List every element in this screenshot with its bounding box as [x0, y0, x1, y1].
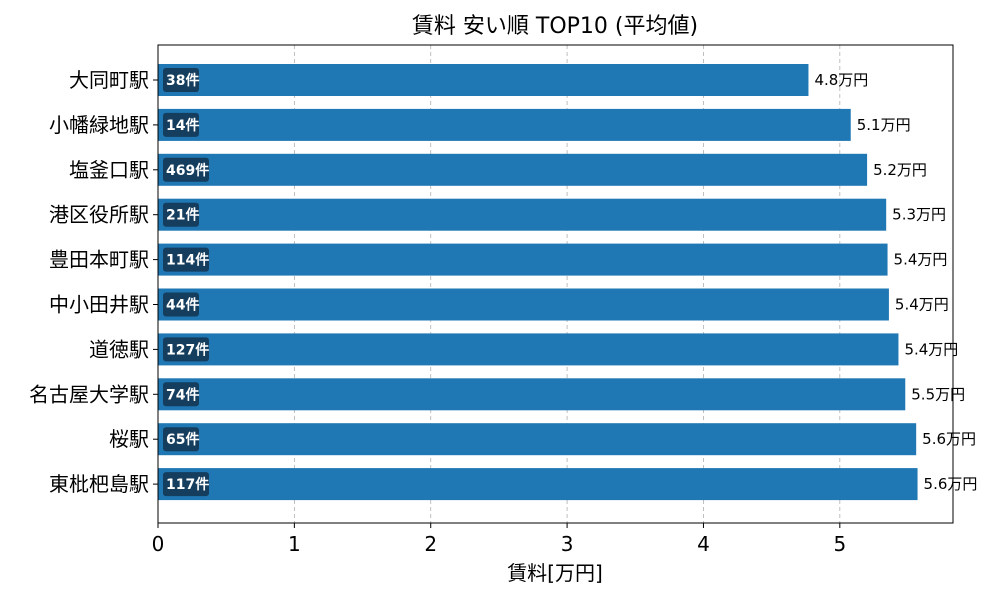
bar-value-label: 5.6万円 — [924, 475, 978, 493]
y-category-label: 名古屋大学駅 — [29, 382, 149, 406]
bar — [158, 64, 809, 96]
bar-value-label: 4.8万円 — [814, 71, 868, 89]
count-badge — [163, 292, 199, 317]
x-tick-label: 5 — [833, 532, 846, 556]
x-tick-label: 0 — [152, 532, 165, 556]
bar-value-label: 5.4万円 — [904, 340, 958, 358]
x-tick-label: 4 — [697, 532, 710, 556]
count-badge — [163, 112, 199, 137]
bar-value-label: 5.4万円 — [895, 296, 949, 314]
count-badge — [163, 202, 199, 227]
count-badge-label: 114件 — [166, 252, 209, 269]
y-category-label: 小幡緑地駅 — [49, 113, 149, 137]
bar — [158, 243, 888, 276]
count-badge — [163, 427, 199, 452]
y-category-label: 大同町駅 — [69, 68, 149, 92]
count-badge-label: 44件 — [166, 297, 199, 314]
count-badge-label: 14件 — [166, 117, 199, 134]
bar — [158, 378, 906, 411]
y-category-label: 桜駅 — [109, 427, 149, 451]
count-badge — [163, 382, 199, 407]
count-badge — [163, 337, 209, 362]
bar — [158, 288, 889, 321]
y-category-label: 豊田本町駅 — [49, 248, 149, 272]
count-badge-label: 127件 — [166, 341, 209, 358]
count-badge — [163, 68, 199, 92]
bar-value-label: 5.6万円 — [922, 430, 976, 448]
y-category-label: 道徳駅 — [89, 337, 149, 361]
x-tick-label: 2 — [424, 532, 437, 556]
bar — [158, 198, 887, 231]
bar — [158, 108, 851, 141]
y-category-label: 港区役所駅 — [49, 203, 149, 227]
bar-value-label: 5.4万円 — [894, 251, 948, 269]
y-category-label: 塩釜口駅 — [69, 158, 149, 182]
count-badge — [163, 247, 209, 272]
count-badge-label: 117件 — [166, 476, 209, 493]
bar-layer: 4.8万円 38件 5.1万円 14件 5.2万円 469件 5.3万円 21件 5.4万円 11… — [158, 64, 978, 501]
bar — [158, 468, 918, 501]
count-badge — [163, 472, 209, 497]
count-badge-label: 469件 — [166, 162, 209, 179]
x-tick-label: 3 — [561, 532, 574, 556]
plot-frame — [157, 44, 954, 524]
count-badge-label: 65件 — [166, 431, 199, 448]
chart-title: 賃料 安い順 TOP10 (平均値) — [412, 14, 698, 39]
x-tick-label: 1 — [288, 532, 301, 556]
bar — [158, 423, 917, 456]
bar-value-label: 5.3万円 — [892, 206, 946, 224]
y-category-label: 東枇杷島駅 — [49, 472, 149, 496]
axis-layer: 0 1 2 3 4 5 大同町駅小幡緑地駅塩釜口駅港区役所駅豊田本町駅中小田井駅道徳駅名古屋… — [29, 68, 846, 556]
bar-value-label: 5.5万円 — [911, 385, 965, 403]
bar-value-label: 5.1万円 — [857, 116, 911, 134]
bar-value-label: 5.2万円 — [873, 161, 927, 179]
x-axis-label: 賃料[万円] — [507, 561, 603, 585]
count-badge-label: 38件 — [166, 72, 199, 89]
count-badge — [163, 157, 209, 182]
bar — [158, 153, 868, 186]
y-category-label: 中小田井駅 — [49, 293, 149, 317]
count-badge-label: 21件 — [166, 207, 199, 224]
count-badge-label: 74件 — [166, 386, 199, 403]
bar — [158, 333, 899, 366]
